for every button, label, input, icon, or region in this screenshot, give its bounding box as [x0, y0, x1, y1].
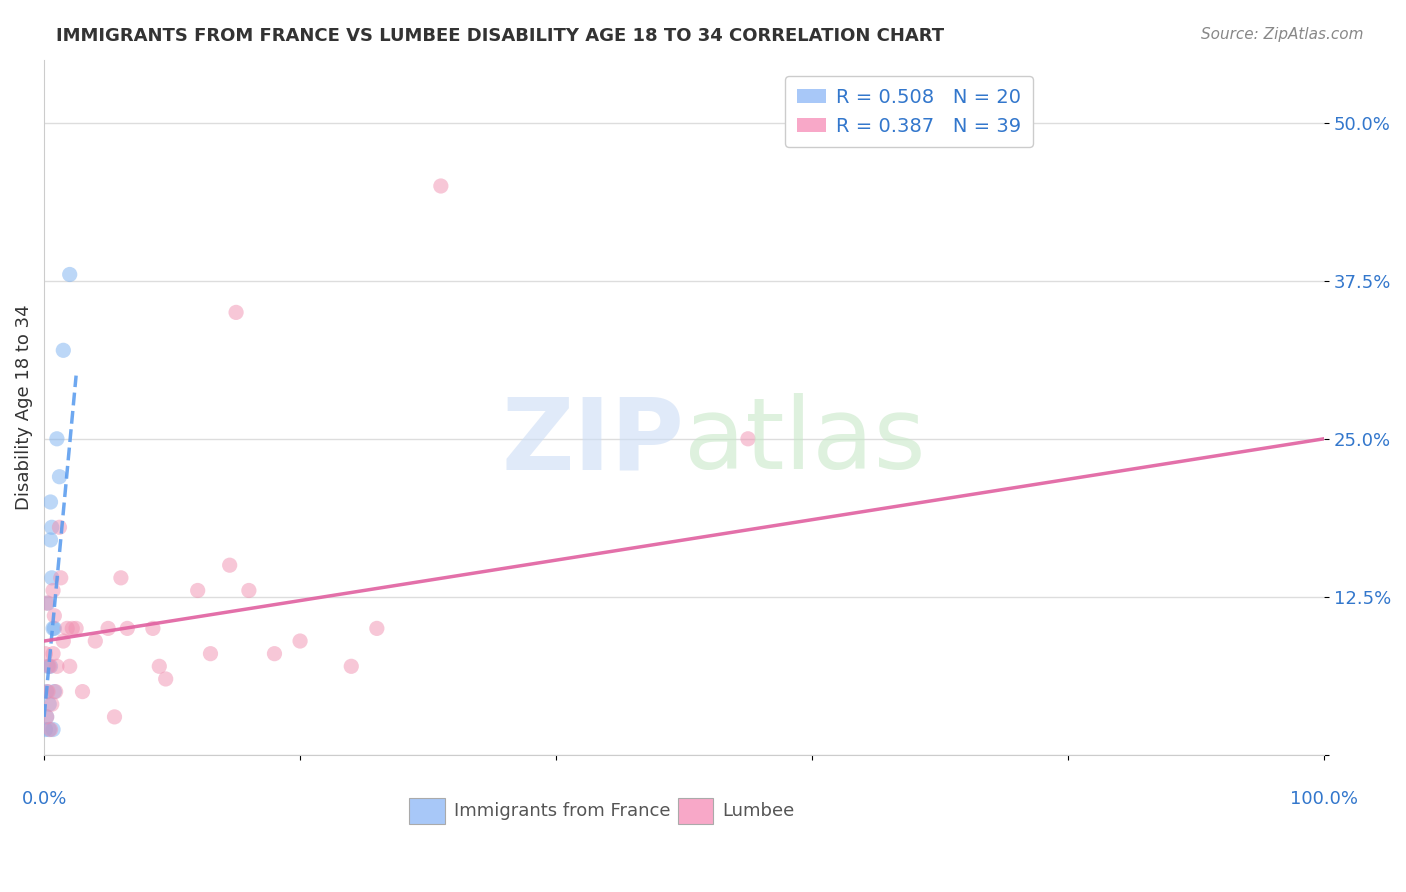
- Text: ZIP: ZIP: [501, 393, 683, 491]
- Point: [52, 634, 75, 648]
- Point: [45, 684, 67, 698]
- Text: Immigrants from France: Immigrants from France: [454, 802, 671, 820]
- Point: [39, 723, 62, 737]
- Point: [41, 571, 63, 585]
- Point: [52, 343, 75, 358]
- Point: [737, 432, 759, 446]
- Legend: R = 0.508   N = 20, R = 0.387   N = 39: R = 0.508 N = 20, R = 0.387 N = 39: [786, 77, 1032, 147]
- Point: [45, 659, 67, 673]
- Point: [218, 558, 240, 573]
- Point: [155, 672, 177, 686]
- Point: [117, 621, 139, 635]
- Point: [148, 659, 170, 673]
- Point: [45, 432, 67, 446]
- Text: atlas: atlas: [683, 393, 925, 491]
- Point: [42, 583, 65, 598]
- Point: [41, 698, 63, 712]
- Point: [37, 684, 59, 698]
- Point: [38, 723, 60, 737]
- Point: [42, 723, 65, 737]
- Point: [35, 684, 58, 698]
- Point: [56, 621, 79, 635]
- Point: [430, 179, 453, 194]
- Point: [340, 659, 363, 673]
- Point: [238, 583, 260, 598]
- Point: [59, 659, 82, 673]
- Point: [44, 684, 66, 698]
- Point: [39, 533, 62, 547]
- Text: Source: ZipAtlas.com: Source: ZipAtlas.com: [1201, 27, 1364, 42]
- Text: Lumbee: Lumbee: [723, 802, 794, 820]
- Text: 0.0%: 0.0%: [21, 789, 67, 807]
- Point: [34, 723, 56, 737]
- Point: [35, 710, 58, 724]
- Point: [84, 634, 107, 648]
- FancyBboxPatch shape: [409, 798, 444, 824]
- Point: [110, 571, 132, 585]
- Point: [97, 621, 120, 635]
- Point: [39, 659, 62, 673]
- Point: [42, 621, 65, 635]
- Point: [65, 621, 87, 635]
- Point: [59, 268, 82, 282]
- Point: [41, 520, 63, 534]
- Point: [142, 621, 165, 635]
- FancyBboxPatch shape: [678, 798, 713, 824]
- Point: [60, 621, 83, 635]
- Point: [44, 608, 66, 623]
- Text: IMMIGRANTS FROM FRANCE VS LUMBEE DISABILITY AGE 18 TO 34 CORRELATION CHART: IMMIGRANTS FROM FRANCE VS LUMBEE DISABIL…: [56, 27, 945, 45]
- Point: [225, 305, 247, 319]
- Point: [48, 520, 70, 534]
- Point: [35, 596, 58, 610]
- Point: [72, 684, 94, 698]
- Point: [48, 469, 70, 483]
- Point: [200, 647, 222, 661]
- Point: [187, 583, 209, 598]
- Point: [44, 621, 66, 635]
- Point: [42, 647, 65, 661]
- Point: [37, 596, 59, 610]
- Point: [38, 698, 60, 712]
- Point: [366, 621, 388, 635]
- Point: [38, 659, 60, 673]
- Text: 100.0%: 100.0%: [1289, 789, 1358, 807]
- Point: [35, 710, 58, 724]
- Point: [37, 659, 59, 673]
- Point: [103, 710, 125, 724]
- Point: [34, 647, 56, 661]
- Point: [49, 571, 72, 585]
- Point: [263, 647, 285, 661]
- Point: [39, 495, 62, 509]
- Point: [288, 634, 311, 648]
- Y-axis label: Disability Age 18 to 34: Disability Age 18 to 34: [15, 304, 32, 510]
